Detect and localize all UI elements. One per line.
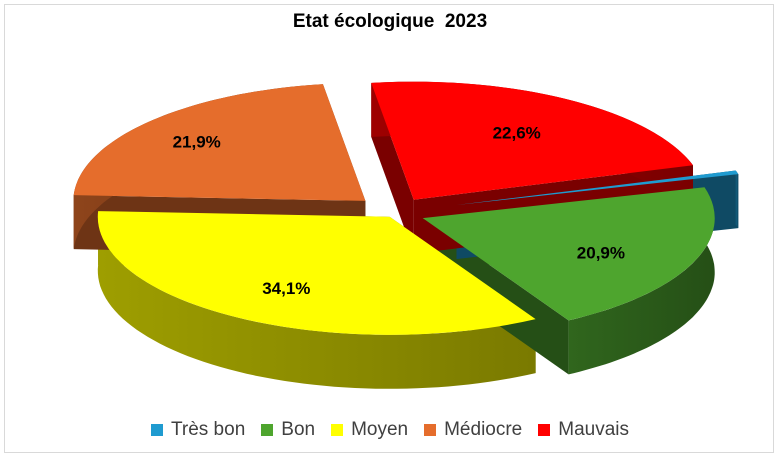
legend-swatch (424, 424, 437, 436)
data-label-bon: 20,9% (577, 243, 625, 262)
slice-moyen (97, 211, 536, 335)
chart-title: Etat écologique 2023 (292, 11, 488, 32)
data-label-moyen: 34,1% (262, 279, 310, 298)
legend-label: Bon (281, 419, 316, 440)
legend-label: Moyen (351, 419, 409, 440)
legend-swatch (538, 424, 551, 436)
slice-mauvais (371, 81, 693, 200)
legend-swatch (331, 424, 344, 436)
legend-item-mauvais: Mauvais (538, 419, 629, 441)
legend-item-moyen: Moyen (331, 419, 408, 441)
legend-label: Mauvais (558, 419, 630, 440)
slice-tres-bon (456, 170, 739, 206)
legend-label: Médiocre (444, 419, 523, 440)
legend-item-mediocre: Médiocre (424, 419, 522, 441)
slice-mediocre (73, 84, 366, 201)
legend-label: Très bon (170, 419, 246, 440)
data-label-mediocre: 21,9% (173, 133, 221, 152)
chart-legend: Très bon Bon Moyen Médiocre Mauvais (0, 419, 780, 441)
legend-item-tres-bon: Très bon (150, 419, 246, 441)
data-label-mauvais: 22,6% (493, 123, 541, 142)
slice-bon (422, 187, 715, 321)
legend-item-bon: Bon (261, 419, 315, 441)
legend-swatch (150, 424, 163, 436)
legend-swatch (261, 424, 274, 436)
